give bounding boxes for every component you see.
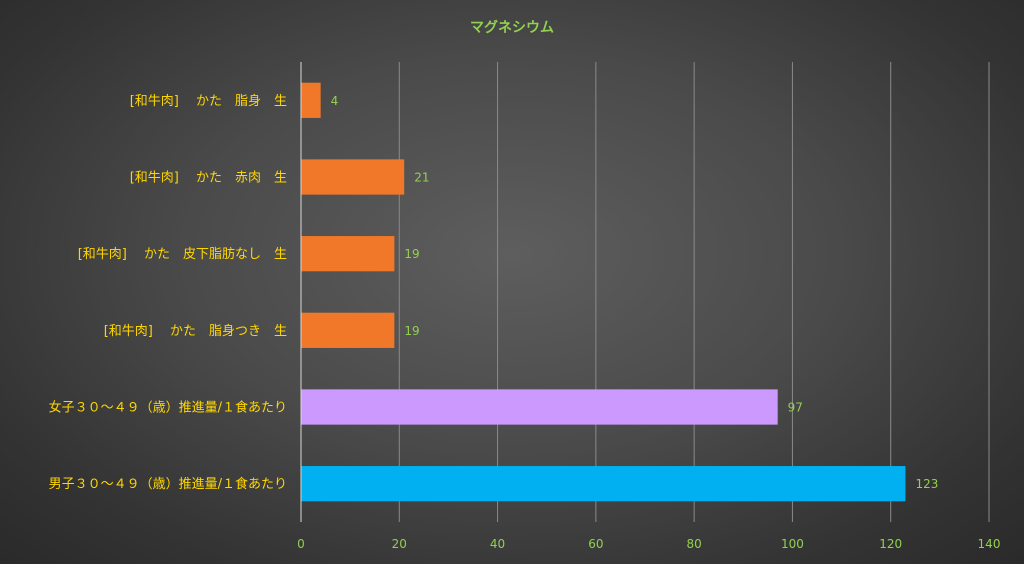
bar-1 (301, 82, 321, 118)
bar-2 (301, 159, 405, 195)
x-tick-80: 80 (687, 537, 702, 551)
x-tick-labels: 0 20 40 60 80 100 120 140 (297, 537, 1000, 551)
value-label-1: 4 (331, 94, 339, 108)
value-label-5: 97 (788, 401, 803, 415)
category-label-4: [和牛肉] かた 脂身つき 生 (104, 323, 287, 339)
grid-lines (398, 62, 990, 522)
x-tick-120: 120 (879, 537, 902, 551)
x-tick-60: 60 (588, 537, 603, 551)
x-tick-0: 0 (297, 537, 305, 551)
value-label-6: 123 (915, 477, 938, 491)
bar-4 (301, 312, 395, 348)
category-label-2: [和牛肉] かた 赤肉 生 (130, 171, 287, 186)
bar-3 (301, 236, 395, 272)
category-label-3: [和牛肉] かた 皮下脂肪なし 生 (78, 246, 287, 262)
category-label-5: 女子３０～４９（歳）推進量/１食あたり (49, 400, 287, 416)
bar-5 (301, 389, 778, 425)
x-tick-140: 140 (978, 537, 1001, 551)
value-label-2: 21 (414, 171, 429, 185)
x-tick-100: 100 (781, 537, 804, 551)
category-label-1: [和牛肉] かた 脂身 生 (130, 93, 287, 109)
category-labels: [和牛肉] かた 脂身 生 [和牛肉] かた 赤肉 生 [和牛肉] かた 皮下脂肪な… (49, 93, 287, 492)
bar-6 (301, 466, 906, 502)
bars (301, 82, 906, 502)
x-tick-40: 40 (490, 537, 505, 551)
value-label-3: 19 (404, 247, 419, 261)
value-label-4: 19 (404, 324, 419, 338)
chart-title: マグネシウム (470, 19, 554, 36)
value-labels: 4 21 19 19 97 123 (331, 94, 939, 491)
x-tick-20: 20 (392, 537, 407, 551)
category-label-6: 男子３０～４９（歳）推進量/１食あたり (49, 476, 287, 492)
